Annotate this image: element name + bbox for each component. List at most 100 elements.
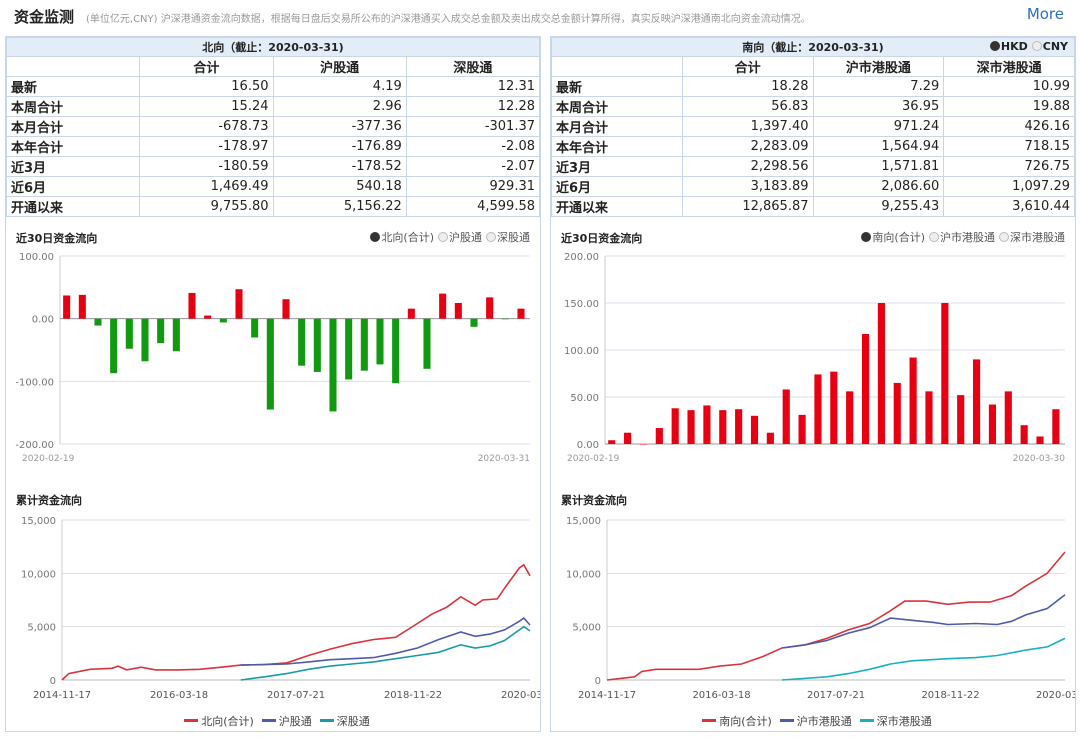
series-line[interactable] [61, 563, 531, 681]
series-radio[interactable] [370, 232, 381, 242]
bar[interactable] [846, 391, 854, 444]
bar[interactable] [909, 357, 917, 444]
bar[interactable] [219, 318, 227, 323]
bar[interactable] [671, 408, 679, 444]
bar[interactable] [735, 409, 743, 444]
bar[interactable] [624, 432, 632, 444]
bar[interactable] [750, 415, 759, 444]
series-line[interactable] [606, 551, 1066, 681]
bar[interactable] [125, 318, 133, 349]
bar[interactable] [470, 318, 478, 327]
series-radio[interactable] [929, 232, 939, 242]
series-radio-label[interactable]: 沪市港股通 [940, 231, 995, 244]
cell-value: 971.24 [812, 116, 945, 137]
bar[interactable] [798, 414, 806, 444]
series-radio-label[interactable]: 北向(合计) [381, 231, 434, 244]
bar[interactable] [251, 318, 259, 338]
series-radio-label[interactable]: 沪股通 [449, 231, 482, 244]
bar[interactable] [78, 294, 86, 319]
bar[interactable] [235, 289, 243, 319]
bar[interactable] [360, 318, 368, 371]
series-radio[interactable] [438, 232, 448, 242]
bar[interactable] [313, 318, 321, 372]
column-header: 合计 [139, 56, 274, 77]
bar[interactable] [814, 374, 822, 444]
legend-item[interactable]: 沪股通 [278, 715, 312, 728]
legend-item[interactable]: 深市港股通 [876, 715, 932, 728]
bar[interactable] [172, 318, 180, 352]
bar[interactable] [423, 318, 431, 369]
bar[interactable] [608, 440, 616, 444]
bar[interactable] [893, 382, 901, 444]
y-tick-label: 10,000 [21, 569, 56, 580]
row-label: 近6月 [5, 176, 141, 197]
bar[interactable] [782, 389, 790, 444]
bar[interactable] [329, 318, 337, 412]
series-radio[interactable] [999, 232, 1009, 242]
bar[interactable] [157, 318, 165, 344]
bar[interactable] [188, 292, 196, 319]
bar[interactable] [1036, 436, 1044, 444]
bar[interactable] [687, 410, 695, 444]
legend-item[interactable]: 深股通 [336, 715, 370, 728]
bar[interactable] [988, 404, 996, 444]
legend-item[interactable]: 沪市港股通 [796, 715, 852, 728]
table-row: 最新 18.28 7.29 10.99 [551, 76, 1075, 97]
bar[interactable] [392, 318, 400, 384]
bar[interactable] [941, 303, 949, 444]
bar-series-options: 北向(合计) 沪股通 深股通 [366, 229, 530, 245]
bar[interactable] [345, 318, 353, 380]
bar[interactable] [63, 295, 71, 319]
bar[interactable] [639, 444, 648, 445]
bar[interactable] [282, 299, 290, 319]
row-label: 近6月 [551, 176, 683, 197]
series-line[interactable] [781, 594, 1066, 649]
bar[interactable] [1004, 391, 1012, 444]
bar[interactable] [407, 308, 415, 319]
currency-radio-hkd[interactable] [989, 41, 1000, 51]
bar[interactable] [439, 293, 447, 319]
bar[interactable] [1052, 409, 1060, 444]
series-line[interactable] [240, 625, 531, 681]
bar[interactable] [703, 405, 711, 444]
bar[interactable] [861, 334, 870, 444]
series-radio[interactable] [486, 232, 496, 242]
south-30d-bar-chart: 200.00 150.00 100.00 50.00 0.00 2020-02-19 202… [564, 252, 1065, 464]
series-radio[interactable] [861, 232, 872, 242]
bar[interactable] [925, 391, 933, 444]
bar[interactable] [973, 359, 981, 444]
cell-value: -178.97 [139, 136, 274, 157]
series-radio-label[interactable]: 南向(合计) [872, 231, 925, 244]
series-radio-label[interactable]: 深市港股通 [1010, 231, 1065, 244]
series-radio-label[interactable]: 深股通 [497, 231, 530, 244]
bar[interactable] [766, 432, 774, 444]
y-tick-label: 0 [595, 676, 601, 687]
bar[interactable] [719, 410, 727, 444]
legend-item[interactable]: 南向(合计) [719, 715, 772, 728]
bar[interactable] [655, 428, 663, 444]
bar[interactable] [266, 318, 274, 410]
bar[interactable] [298, 318, 306, 366]
cell-value: 4.19 [272, 76, 407, 97]
bar[interactable] [501, 318, 509, 320]
bar[interactable] [957, 395, 965, 444]
bar[interactable] [877, 303, 885, 444]
bar[interactable] [1020, 425, 1028, 444]
bar[interactable] [517, 308, 525, 319]
currency-radio-cny[interactable] [1031, 41, 1042, 51]
column-header: 深股通 [405, 56, 541, 77]
bar[interactable] [830, 371, 838, 444]
bar[interactable] [141, 318, 149, 362]
bar[interactable] [110, 318, 118, 374]
series-line[interactable] [240, 617, 531, 666]
bar[interactable] [204, 315, 212, 319]
bar[interactable] [486, 297, 494, 319]
x-tick-label: 2014-11-17 [33, 690, 91, 701]
bar[interactable] [454, 303, 462, 319]
bar[interactable] [376, 318, 384, 365]
legend-item[interactable]: 北向(合计) [201, 715, 254, 728]
south-panel: 南向（截止：2020-03-31) HKD CNY 合计 沪市港股通 深市港股通 最新 18.… [550, 36, 1076, 732]
bar[interactable] [94, 318, 102, 326]
series-line[interactable] [781, 637, 1066, 681]
more-link[interactable]: More [1026, 5, 1064, 23]
